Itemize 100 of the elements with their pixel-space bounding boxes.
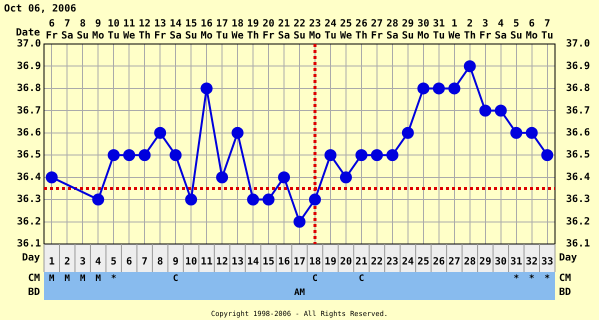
x-tick-label: 11 We bbox=[123, 18, 136, 42]
x2-tick-label: 12 bbox=[216, 256, 228, 268]
x-tick-label: 18 We bbox=[232, 18, 244, 42]
x2-tick-label: 4 bbox=[95, 256, 102, 268]
x2-tick-label: 3 bbox=[80, 256, 86, 268]
y2-tick-label: 36.1 bbox=[566, 238, 590, 250]
point bbox=[526, 126, 538, 139]
x-tick-label: 7 Sa bbox=[61, 18, 74, 42]
x2-tick-label: 16 bbox=[278, 256, 290, 268]
point bbox=[510, 126, 522, 139]
x2-tick-label: 24 bbox=[402, 256, 414, 268]
text: Day bbox=[22, 252, 40, 264]
text: * bbox=[110, 274, 116, 284]
x2-tick-label: 1 bbox=[48, 256, 55, 268]
point bbox=[479, 104, 492, 117]
point bbox=[123, 149, 136, 162]
x-tick-label: 13 Fr bbox=[154, 18, 166, 42]
x2-tick-label: 7 bbox=[142, 256, 148, 268]
y-tick-label: 36.8 bbox=[16, 83, 41, 94]
x2-tick-label: 11 bbox=[200, 256, 213, 268]
y2-tick-label: 36.8 bbox=[566, 83, 590, 94]
y-tick-label: 36.3 bbox=[16, 194, 41, 206]
chart-title: Oct 06, 2006 bbox=[4, 4, 76, 15]
y-tick-label: CM bbox=[28, 272, 40, 286]
point bbox=[92, 194, 104, 206]
point bbox=[494, 104, 507, 117]
x-tick-label: 26 Th bbox=[355, 18, 368, 42]
x2-tick-label: 14 bbox=[247, 256, 260, 268]
x-tick-label: 10 Tu bbox=[108, 18, 120, 42]
x-tick-label: 24 Tu bbox=[324, 18, 336, 42]
x-tick-label: 17 Tu bbox=[216, 18, 228, 42]
point bbox=[170, 149, 182, 162]
x-tick-label: 6 Fr bbox=[46, 18, 58, 42]
y2-tick-label: 36.3 bbox=[566, 194, 590, 206]
y2-tick-label: BD bbox=[559, 286, 572, 300]
y2-tick-label: 36.9 bbox=[566, 60, 590, 72]
x-tick-label: 20 Fr bbox=[262, 18, 275, 42]
x2-tick-label: 29 bbox=[479, 256, 492, 268]
x-tick-label: 7 Tu bbox=[541, 18, 554, 42]
y2-tick-label: 37.0 bbox=[566, 38, 590, 50]
x2-tick-label: 10 bbox=[185, 256, 198, 268]
point bbox=[355, 149, 368, 162]
x-tick-label: 22 Su bbox=[293, 18, 306, 42]
x2-tick-label: 28 bbox=[464, 256, 476, 268]
point bbox=[185, 194, 198, 206]
text: * bbox=[544, 274, 550, 284]
x-tick-label: 29 Su bbox=[402, 18, 414, 42]
x-tick-label: 25 We bbox=[340, 18, 352, 42]
y-tick-label: 36.4 bbox=[16, 172, 41, 183]
y-tick-label: 36.6 bbox=[16, 127, 41, 138]
x2-tick-label: 6 bbox=[126, 256, 132, 268]
y2-tick-label: CM bbox=[559, 272, 572, 286]
x2-tick-label: 8 bbox=[157, 256, 164, 268]
x2-tick-label: 17 bbox=[293, 256, 306, 268]
x-tick-label: 14 Sa bbox=[170, 18, 182, 42]
x-tick-label: 31 Tu bbox=[432, 18, 445, 42]
x2-tick-label: 15 bbox=[262, 256, 275, 268]
x-tick-label: 12 Th bbox=[138, 18, 151, 42]
x-tick-label: 15 Su bbox=[185, 18, 198, 42]
x-tick-label: 5 Su bbox=[510, 18, 522, 42]
point bbox=[541, 149, 554, 162]
point bbox=[370, 149, 383, 162]
x2-tick-label: 19 bbox=[324, 256, 336, 268]
x-tick-label: 3 Fr bbox=[479, 18, 492, 42]
x2-tick-label: 20 bbox=[340, 256, 352, 268]
point bbox=[324, 149, 336, 162]
text: AM bbox=[294, 288, 305, 298]
x2-tick-label: 25 bbox=[417, 256, 430, 268]
point bbox=[262, 194, 275, 206]
x-axis-title: Date bbox=[16, 28, 40, 39]
x2-tick-label: 21 bbox=[355, 256, 368, 268]
x-tick-label: 21 Sa bbox=[278, 18, 290, 42]
point bbox=[464, 60, 476, 72]
point bbox=[138, 149, 151, 162]
x2-axis-title: Day bbox=[559, 252, 578, 264]
y-tick-label: 36.7 bbox=[16, 105, 41, 116]
x2-tick-label: 23 bbox=[386, 256, 398, 268]
x2-tick-label: 2 bbox=[64, 256, 70, 268]
x2-tick-label: 22 bbox=[370, 256, 383, 268]
x2-tick-label: 13 bbox=[232, 256, 244, 268]
y2-tick-label: 36.7 bbox=[566, 105, 590, 116]
y2-tick-label: 36.5 bbox=[566, 150, 590, 161]
x-tick-label: 19 Th bbox=[247, 18, 260, 42]
point bbox=[294, 216, 306, 228]
x2-tick-label: 18 bbox=[308, 256, 322, 268]
y-tick-label: 37.0 bbox=[16, 38, 41, 50]
text: M bbox=[64, 274, 70, 284]
x-tick-label: 1 We bbox=[448, 18, 460, 42]
text: * bbox=[529, 274, 534, 284]
x-tick-label: 28 Sa bbox=[386, 18, 398, 42]
point bbox=[46, 171, 58, 184]
x-tick-label: 9 Mo bbox=[92, 18, 104, 42]
x2-tick-label: 5 bbox=[110, 256, 117, 268]
point bbox=[340, 171, 352, 184]
text: M bbox=[49, 274, 54, 284]
x2-tick-label: 9 bbox=[172, 256, 179, 268]
x2-tick-label: 31 bbox=[510, 256, 522, 268]
point bbox=[448, 82, 460, 94]
point bbox=[308, 194, 321, 206]
y2-tick-label: 36.2 bbox=[566, 216, 590, 228]
